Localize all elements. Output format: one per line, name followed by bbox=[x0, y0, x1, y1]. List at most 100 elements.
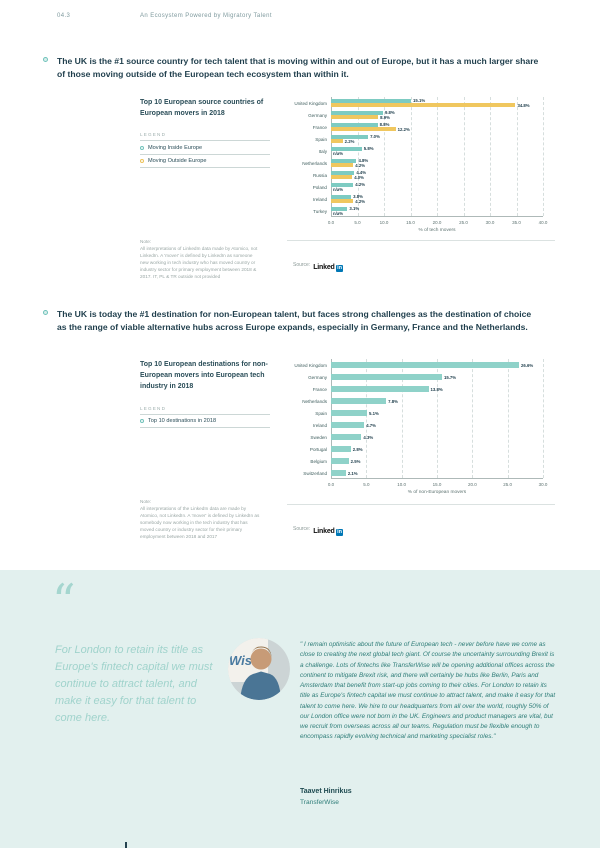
x-axis-tick: 25.0 bbox=[459, 220, 468, 225]
x-axis-title: % of tech movers bbox=[418, 228, 456, 233]
gridline bbox=[490, 97, 491, 216]
value-label: 4.0% bbox=[354, 174, 364, 180]
bullet-icon bbox=[43, 57, 48, 62]
value-label: 2.8% bbox=[352, 446, 363, 452]
key-insight-1-text: The UK is the #1 source country for tech… bbox=[57, 56, 539, 79]
x-axis-tick: 25.0 bbox=[503, 482, 513, 487]
category-label: Ireland bbox=[312, 422, 327, 428]
category-label: Spain bbox=[315, 136, 327, 142]
x-axis-tick: 35.0 bbox=[512, 220, 521, 225]
bar bbox=[331, 199, 354, 204]
bar-group: 4.8% 4.2% bbox=[331, 158, 543, 168]
x-axis-tick: 0.0 bbox=[327, 220, 335, 225]
bar-group: 7.8% bbox=[331, 397, 543, 405]
category-label: Russia bbox=[312, 172, 327, 178]
bar-group: 3.1% n/a% bbox=[331, 206, 543, 216]
bar bbox=[331, 182, 354, 187]
bar bbox=[331, 445, 351, 453]
page-header: 04.3 An Ecosystem Powered by Migratory T… bbox=[0, 13, 600, 25]
pull-quote: For London to retain its title as Europe… bbox=[55, 644, 213, 725]
bar bbox=[331, 103, 516, 108]
category-label: Poland bbox=[312, 184, 327, 190]
bar-wrap: 8.9% bbox=[331, 115, 543, 120]
bar-group: 2.5% bbox=[331, 457, 543, 465]
chart-row: Ireland 3.8% 4.2% bbox=[285, 193, 543, 205]
chart-1-sidebar: Top 10 European source countries of Euro… bbox=[140, 97, 270, 169]
value-label: 8.8% bbox=[379, 122, 390, 128]
bar-wrap: 4.2% bbox=[331, 182, 543, 187]
chart-row: Netherlands 7.8% bbox=[285, 395, 543, 407]
bar-wrap: 3.1% bbox=[331, 206, 543, 211]
bar-wrap: 5.8% bbox=[331, 146, 543, 151]
bar-group: 13.8% bbox=[331, 385, 543, 393]
linkedin-in-icon: in bbox=[335, 528, 344, 536]
value-label: 7.8% bbox=[388, 398, 398, 404]
chart-1-plot: United Kingdom 15.1% 34.8% Germany 9.8% 8.9% F… bbox=[285, 97, 547, 242]
bar bbox=[331, 170, 355, 175]
gridline bbox=[543, 359, 544, 478]
bar-wrap: 4.7% bbox=[331, 421, 543, 429]
legend-dot-icon bbox=[140, 159, 144, 164]
gridline bbox=[507, 359, 509, 478]
bar-wrap: 26.6% bbox=[331, 361, 543, 369]
chart-row: France 13.8% bbox=[285, 383, 543, 395]
bar bbox=[331, 146, 362, 151]
chart-2-block: Top 10 European destinations for non-Eur… bbox=[0, 357, 600, 557]
chart-row: Russia 4.4% 4.0% bbox=[285, 169, 543, 181]
divider bbox=[287, 240, 555, 241]
bar bbox=[331, 457, 349, 465]
value-label: 26.6% bbox=[520, 362, 534, 368]
chart-row: Spain 5.1% bbox=[285, 407, 543, 419]
chart-row: France 8.8% 12.2% bbox=[285, 121, 543, 133]
value-label: 9.8% bbox=[384, 110, 395, 116]
bar-group: 7.0% 2.2% bbox=[331, 134, 543, 144]
gridline bbox=[463, 97, 465, 216]
bar-wrap: 4.2% bbox=[331, 162, 543, 168]
bar-group: 4.4% 4.0% bbox=[331, 170, 543, 180]
x-axis-tick: 40.0 bbox=[538, 220, 548, 225]
bar bbox=[331, 127, 396, 132]
value-label: 4.7% bbox=[366, 422, 376, 428]
gridline bbox=[437, 359, 438, 478]
chart-row: Portugal 2.8% bbox=[285, 443, 543, 455]
chart-row: Belgium 2.5% bbox=[285, 455, 543, 467]
bar bbox=[331, 361, 519, 369]
value-label: n/a% bbox=[333, 186, 344, 192]
bar-group: 2.8% bbox=[331, 445, 543, 453]
x-axis: 0.0 5.0 10.0 15.0 20.0 25.0 30.0 bbox=[328, 482, 548, 489]
chart-2-title: Top 10 European destinations for non-Eur… bbox=[140, 361, 268, 391]
legend-item: Moving Inside Europe bbox=[140, 140, 270, 154]
bar bbox=[331, 175, 353, 180]
bullet-icon bbox=[43, 310, 48, 315]
bar-group: 2.1% bbox=[331, 469, 543, 477]
category-label: United Kingdom bbox=[294, 362, 327, 368]
gridline bbox=[472, 359, 474, 478]
category-label: Ireland bbox=[312, 196, 327, 202]
y-axis-line bbox=[331, 97, 332, 216]
gridline bbox=[543, 97, 544, 216]
value-label: 4.2% bbox=[355, 162, 366, 168]
value-label: 4.8% bbox=[358, 158, 369, 164]
gridline bbox=[437, 97, 438, 216]
x-axis-tick: 15.0 bbox=[406, 220, 415, 225]
value-label: 2.5% bbox=[350, 458, 361, 464]
value-label: 34.8% bbox=[517, 102, 530, 108]
chart-row: Netherlands 4.8% 4.2% bbox=[285, 157, 543, 169]
wise-logo-text: Wis bbox=[229, 653, 252, 668]
avatar-shirt bbox=[240, 671, 281, 700]
bar bbox=[331, 194, 352, 199]
category-label: Netherlands bbox=[302, 160, 327, 166]
bar-wrap: 13.8% bbox=[331, 385, 543, 393]
bar-group: 5.8% n/a% bbox=[331, 146, 543, 156]
legend-item-label: Top 10 destinations in 2018 bbox=[148, 418, 217, 425]
value-label: 13.8% bbox=[430, 386, 443, 392]
divider bbox=[287, 504, 555, 505]
bar bbox=[331, 98, 412, 103]
chart-row: Turkey 3.1% n/a% bbox=[285, 205, 543, 217]
gridline bbox=[357, 97, 359, 216]
x-axis-tick: 5.0 bbox=[354, 220, 361, 225]
legend-item-label: Moving Inside Europe bbox=[148, 144, 203, 151]
category-label: Netherlands bbox=[302, 398, 327, 404]
bar-wrap: 34.8% bbox=[331, 102, 543, 108]
